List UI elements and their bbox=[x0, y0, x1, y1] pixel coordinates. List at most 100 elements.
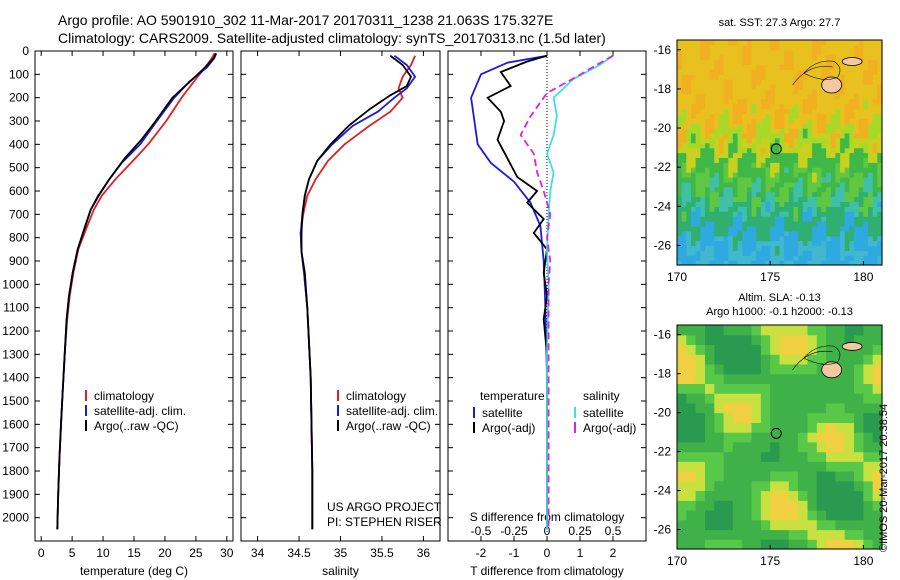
bathymetry-contour bbox=[792, 350, 833, 370]
y-tick-label: -26 bbox=[654, 523, 672, 537]
y-tick-label: -20 bbox=[654, 121, 672, 135]
series-line-difference-2 bbox=[546, 54, 614, 530]
y-tick-label: 400 bbox=[9, 137, 29, 151]
top-x-tick-label: 0.25 bbox=[568, 524, 592, 538]
x-tick-label: -2 bbox=[476, 546, 487, 560]
x-tick-label: 36 bbox=[417, 546, 431, 560]
legend-label: Argo(-adj) bbox=[583, 421, 636, 435]
legend-label: Argo(-adj) bbox=[482, 421, 535, 435]
x-tick-label: 175 bbox=[760, 554, 780, 568]
project-annotation: US ARGO PROJECT bbox=[327, 500, 442, 514]
plot-area-temperature bbox=[34, 50, 234, 542]
y-tick-label: 500 bbox=[9, 161, 29, 175]
series-line-temperature-2 bbox=[56, 52, 217, 530]
series-line-difference-3 bbox=[519, 54, 614, 530]
legend-header: temperature bbox=[480, 389, 545, 403]
bathymetry-contour bbox=[803, 60, 841, 80]
x-tick-label: 5 bbox=[69, 546, 76, 560]
y-tick-label: 1200 bbox=[2, 324, 29, 338]
x-tick-label: 10 bbox=[96, 546, 110, 560]
x-tick-label: 170 bbox=[667, 554, 687, 568]
legend-label: Argo(..raw -QC) bbox=[94, 419, 179, 433]
y-tick-label: 1000 bbox=[2, 277, 29, 291]
x-tick-label: 34.5 bbox=[287, 546, 311, 560]
y-tick-label: 0 bbox=[22, 44, 29, 58]
legend-label: satellite-adj. clim. bbox=[346, 404, 438, 418]
map-title: Altim. SLA: -0.13 bbox=[738, 292, 821, 304]
x-tick-label: -1 bbox=[509, 546, 520, 560]
legend-label: climatology bbox=[94, 389, 154, 403]
y-tick-label: 600 bbox=[9, 184, 29, 198]
project-annotation: PI: STEPHEN RISER bbox=[327, 515, 442, 529]
plot-area-salinity bbox=[240, 50, 441, 542]
y-tick-label: -26 bbox=[654, 238, 672, 252]
series-line-salinity-2 bbox=[300, 54, 413, 530]
y-tick-label: 1300 bbox=[2, 347, 29, 361]
map-subtitle: Argo h1000: -0.1 h2000: -0.13 bbox=[706, 306, 853, 318]
x-tick-label: 25 bbox=[189, 546, 203, 560]
y-tick-label: 1400 bbox=[2, 371, 29, 385]
y-tick-label: 1100 bbox=[3, 301, 29, 315]
map-field-sla-map bbox=[677, 325, 883, 550]
y-tick-label: -16 bbox=[654, 43, 672, 57]
y-tick-label: 1800 bbox=[2, 464, 29, 478]
y-tick-label: -18 bbox=[654, 82, 672, 96]
argo-float-marker bbox=[770, 427, 782, 439]
y-tick-label: 800 bbox=[9, 231, 29, 245]
legend-label: climatology bbox=[346, 389, 406, 403]
x-tick-label: 175 bbox=[760, 270, 780, 284]
y-tick-label: -22 bbox=[654, 160, 672, 174]
y-tick-label: 2000 bbox=[2, 511, 29, 525]
y-tick-label: -18 bbox=[654, 367, 672, 381]
top-x-tick-label: -0.5 bbox=[471, 524, 492, 538]
x-tick-label: 180 bbox=[853, 270, 873, 284]
x-tick-label: 15 bbox=[127, 546, 141, 560]
x-tick-label: 170 bbox=[667, 270, 687, 284]
x-tick-label: 35 bbox=[334, 546, 348, 560]
land-vanua-levu bbox=[841, 342, 863, 351]
y-tick-label: -22 bbox=[654, 445, 672, 459]
legend-label: Argo(..raw -QC) bbox=[346, 419, 431, 433]
top-x-tick-label: 0.5 bbox=[605, 524, 622, 538]
y-tick-label: 900 bbox=[9, 254, 29, 268]
x-axis-label: T difference from climatology bbox=[470, 564, 624, 578]
chart-title-line-1: Argo profile: AO 5901910_302 11-Mar-2017… bbox=[58, 12, 554, 28]
x-tick-label: 2 bbox=[610, 546, 617, 560]
legend-label: satellite bbox=[482, 406, 523, 420]
legend-header: salinity bbox=[583, 389, 620, 403]
bathymetry-contour bbox=[803, 345, 841, 365]
x-tick-label: 1 bbox=[577, 546, 584, 560]
land-viti-levu bbox=[821, 76, 843, 94]
x-axis-label: temperature (deg C) bbox=[80, 564, 188, 578]
series-line-difference-1 bbox=[486, 54, 548, 530]
land-vanua-levu bbox=[841, 57, 863, 66]
legend-label: satellite-adj. clim. bbox=[94, 404, 186, 418]
y-tick-label: 100 bbox=[9, 67, 29, 81]
legend-label: satellite bbox=[583, 406, 624, 420]
bathymetry-contour bbox=[792, 66, 833, 86]
x-tick-label: 35.5 bbox=[370, 546, 394, 560]
argo-float-marker bbox=[770, 143, 782, 155]
y-tick-label: 200 bbox=[9, 91, 29, 105]
x-axis-label: salinity bbox=[322, 564, 359, 578]
imos-timestamp: ©IMOS 20-Mar-2017 20:38:54 bbox=[878, 403, 890, 552]
x-tick-label: 0 bbox=[544, 546, 551, 560]
y-tick-label: -16 bbox=[654, 328, 672, 342]
y-tick-label: 700 bbox=[9, 207, 29, 221]
y-tick-label: 1600 bbox=[2, 417, 29, 431]
x-tick-label: 30 bbox=[220, 546, 234, 560]
y-tick-label: -24 bbox=[654, 484, 672, 498]
map-title: sat. SST: 27.3 Argo: 27.7 bbox=[719, 17, 841, 29]
y-tick-label: -20 bbox=[654, 406, 672, 420]
x-tick-label: 20 bbox=[158, 546, 172, 560]
map-frame-sst-map bbox=[676, 39, 883, 266]
y-tick-label: 1900 bbox=[2, 487, 29, 501]
top-x-tick-label: 0 bbox=[544, 524, 551, 538]
land-viti-levu bbox=[821, 361, 843, 379]
x-tick-label: 34 bbox=[251, 546, 265, 560]
chart-title-line-2: Climatology: CARS2009. Satellite-adjuste… bbox=[58, 30, 606, 46]
top-x-tick-label: -0.25 bbox=[500, 524, 528, 538]
y-tick-label: 1500 bbox=[2, 394, 29, 408]
y-tick-label: -24 bbox=[654, 199, 672, 213]
